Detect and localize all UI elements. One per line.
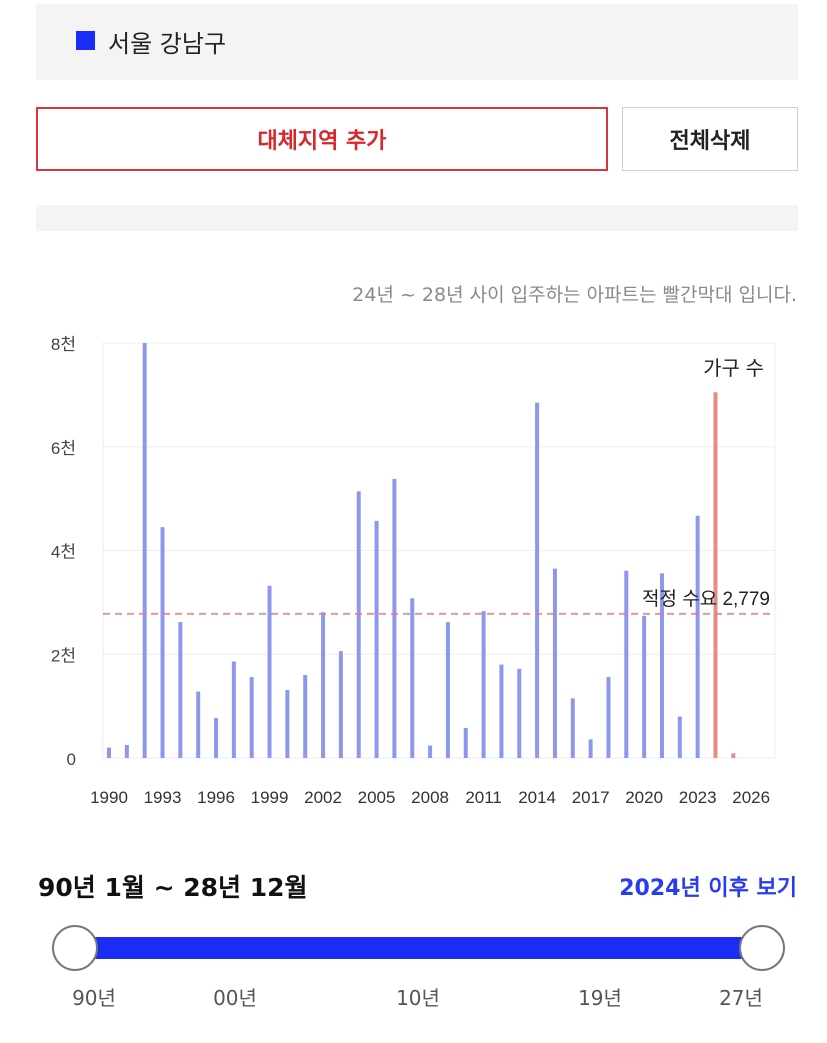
bar bbox=[499, 664, 504, 758]
bar bbox=[481, 611, 486, 758]
bar bbox=[267, 585, 272, 758]
y-tick-label: 6천 bbox=[51, 439, 76, 458]
bar bbox=[410, 598, 415, 758]
x-tick-label: 2023 bbox=[679, 788, 717, 807]
range-slider-track[interactable] bbox=[76, 937, 762, 959]
bar bbox=[677, 716, 682, 758]
bar bbox=[445, 622, 450, 758]
bar bbox=[570, 698, 575, 758]
y-tick-label: 4천 bbox=[51, 543, 76, 562]
highlight-label: 가구 수 bbox=[703, 357, 764, 380]
x-tick-label: 2017 bbox=[572, 788, 610, 807]
bar bbox=[338, 651, 343, 758]
region-color-swatch bbox=[76, 31, 95, 50]
bar bbox=[535, 402, 540, 758]
x-tick-label: 1990 bbox=[90, 788, 128, 807]
bar bbox=[160, 527, 165, 758]
divider-band bbox=[36, 205, 798, 231]
bar bbox=[107, 747, 111, 758]
slider-tick-label: 19년 bbox=[578, 986, 622, 1010]
y-tick-label: 8천 bbox=[51, 335, 76, 354]
bar bbox=[606, 677, 611, 758]
bar bbox=[196, 691, 201, 758]
bar-highlight bbox=[713, 392, 718, 758]
chart-note: 24년 ~ 28년 사이 입주하는 아파트는 빨간막대 입니다. bbox=[352, 284, 797, 306]
x-tick-label: 2005 bbox=[358, 788, 396, 807]
x-tick-label: 2008 bbox=[411, 788, 449, 807]
x-tick-label: 1993 bbox=[144, 788, 182, 807]
reference-line-label: 적정 수요 2,779 bbox=[642, 588, 770, 610]
bar bbox=[303, 675, 308, 758]
bar bbox=[624, 570, 629, 758]
bar bbox=[517, 668, 522, 758]
bar bbox=[124, 745, 129, 758]
y-tick-label: 0 bbox=[67, 750, 76, 769]
slider-tick-label: 90년 bbox=[72, 986, 116, 1010]
bar bbox=[552, 568, 557, 758]
date-range-label: 90년 1월 ~ 28년 12월 bbox=[38, 873, 308, 902]
bar bbox=[588, 739, 593, 758]
slider-tick-label: 27년 bbox=[719, 986, 763, 1010]
bar bbox=[374, 520, 379, 758]
x-tick-label: 2026 bbox=[732, 788, 770, 807]
bar bbox=[463, 727, 468, 758]
region-legend: 서울 강남구 bbox=[36, 4, 798, 80]
x-tick-label: 1996 bbox=[197, 788, 235, 807]
view-after-2024-link[interactable]: 2024년 이후 보기 bbox=[619, 876, 797, 901]
bar bbox=[392, 478, 397, 758]
x-tick-label: 2002 bbox=[304, 788, 342, 807]
bar bbox=[428, 745, 433, 758]
bar bbox=[249, 677, 254, 758]
bar bbox=[142, 343, 147, 758]
y-tick-label: 2천 bbox=[51, 646, 76, 665]
bar bbox=[178, 622, 183, 758]
region-label: 서울 강남구 bbox=[108, 30, 227, 58]
supply-bar-chart: 0 2천 4천 6천 8천 1990 1993 1996 1999 2002 2005 2008 201… bbox=[51, 335, 776, 807]
x-tick-label: 2014 bbox=[518, 788, 556, 807]
bar-highlight bbox=[731, 753, 736, 758]
x-tick-label: 2011 bbox=[465, 788, 502, 807]
x-tick-label: 2020 bbox=[625, 788, 663, 807]
bar bbox=[642, 615, 647, 758]
bar bbox=[659, 573, 664, 758]
bar bbox=[321, 612, 326, 758]
delete-all-button[interactable]: 전체삭제 bbox=[622, 107, 798, 171]
x-tick-label: 1999 bbox=[251, 788, 289, 807]
bar bbox=[356, 491, 361, 758]
slider-tick-label: 10년 bbox=[396, 986, 440, 1010]
range-slider-end-handle[interactable] bbox=[739, 925, 785, 971]
add-alternative-region-button[interactable]: 대체지역 추가 bbox=[36, 107, 608, 171]
bar bbox=[231, 661, 236, 758]
range-slider-start-handle[interactable] bbox=[52, 925, 98, 971]
slider-tick-label: 00년 bbox=[213, 986, 257, 1010]
bar bbox=[285, 690, 290, 758]
bar bbox=[214, 718, 219, 758]
bar bbox=[695, 515, 700, 758]
